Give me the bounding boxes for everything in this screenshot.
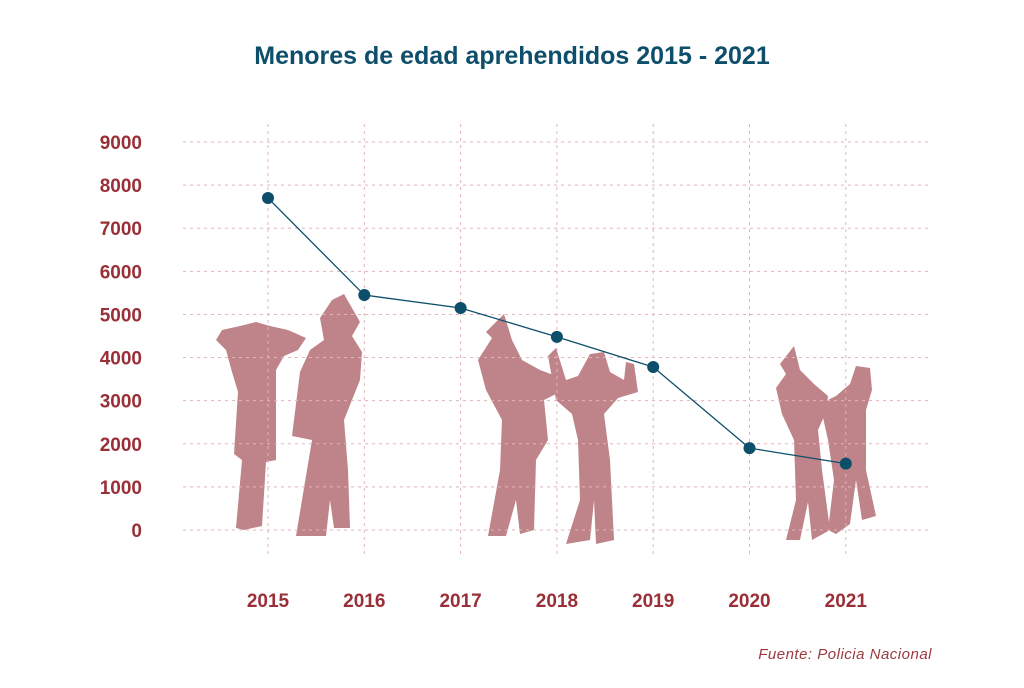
data-point-2015 [262,192,274,205]
y-tick-label: 7000 [100,219,142,240]
source-note: Fuente: Policia Nacional [758,646,932,663]
x-tick-label: 2019 [632,591,674,612]
y-tick-label: 1000 [100,478,142,499]
y-tick-label: 2000 [100,435,142,456]
data-point-2017 [454,301,467,314]
x-tick-label: 2017 [439,591,481,612]
x-tick-label: 2020 [728,591,770,612]
silhouette-figure-4 [548,348,638,544]
silhouette-figure-5 [776,346,830,540]
y-tick-label: 5000 [100,305,142,326]
data-point-2020 [743,442,756,455]
y-axis-ticks: 0 1000 2000 3000 4000 5000 6000 7000 8000 9000 [100,133,142,542]
x-axis-ticks: 2015 2016 2017 2018 2019 2020 2021 [247,591,868,612]
y-tick-label: 3000 [100,392,142,413]
data-point-2016 [358,289,371,302]
data-point-2018 [550,330,563,343]
y-tick-label: 8000 [100,176,142,197]
silhouette-figure-3 [478,314,560,536]
x-tick-label: 2015 [247,591,290,612]
data-series [262,192,852,470]
silhouette-figure-1 [216,322,306,530]
data-point-2019 [647,361,660,374]
data-point-2021 [839,457,852,470]
grid-lines [183,124,932,554]
y-tick-label: 4000 [100,349,142,370]
x-tick-label: 2021 [825,591,868,612]
y-tick-label: 9000 [100,133,142,154]
y-tick-label: 0 [131,521,142,542]
y-tick-label: 6000 [100,262,142,283]
chart-title: Menores de edad aprehendidos 2015 - 2021 [254,42,770,70]
silhouette-illustrations [216,294,876,544]
x-tick-label: 2018 [536,591,578,612]
x-tick-label: 2016 [343,591,385,612]
silhouette-figure-6 [820,366,876,534]
silhouette-figure-2 [292,294,362,536]
